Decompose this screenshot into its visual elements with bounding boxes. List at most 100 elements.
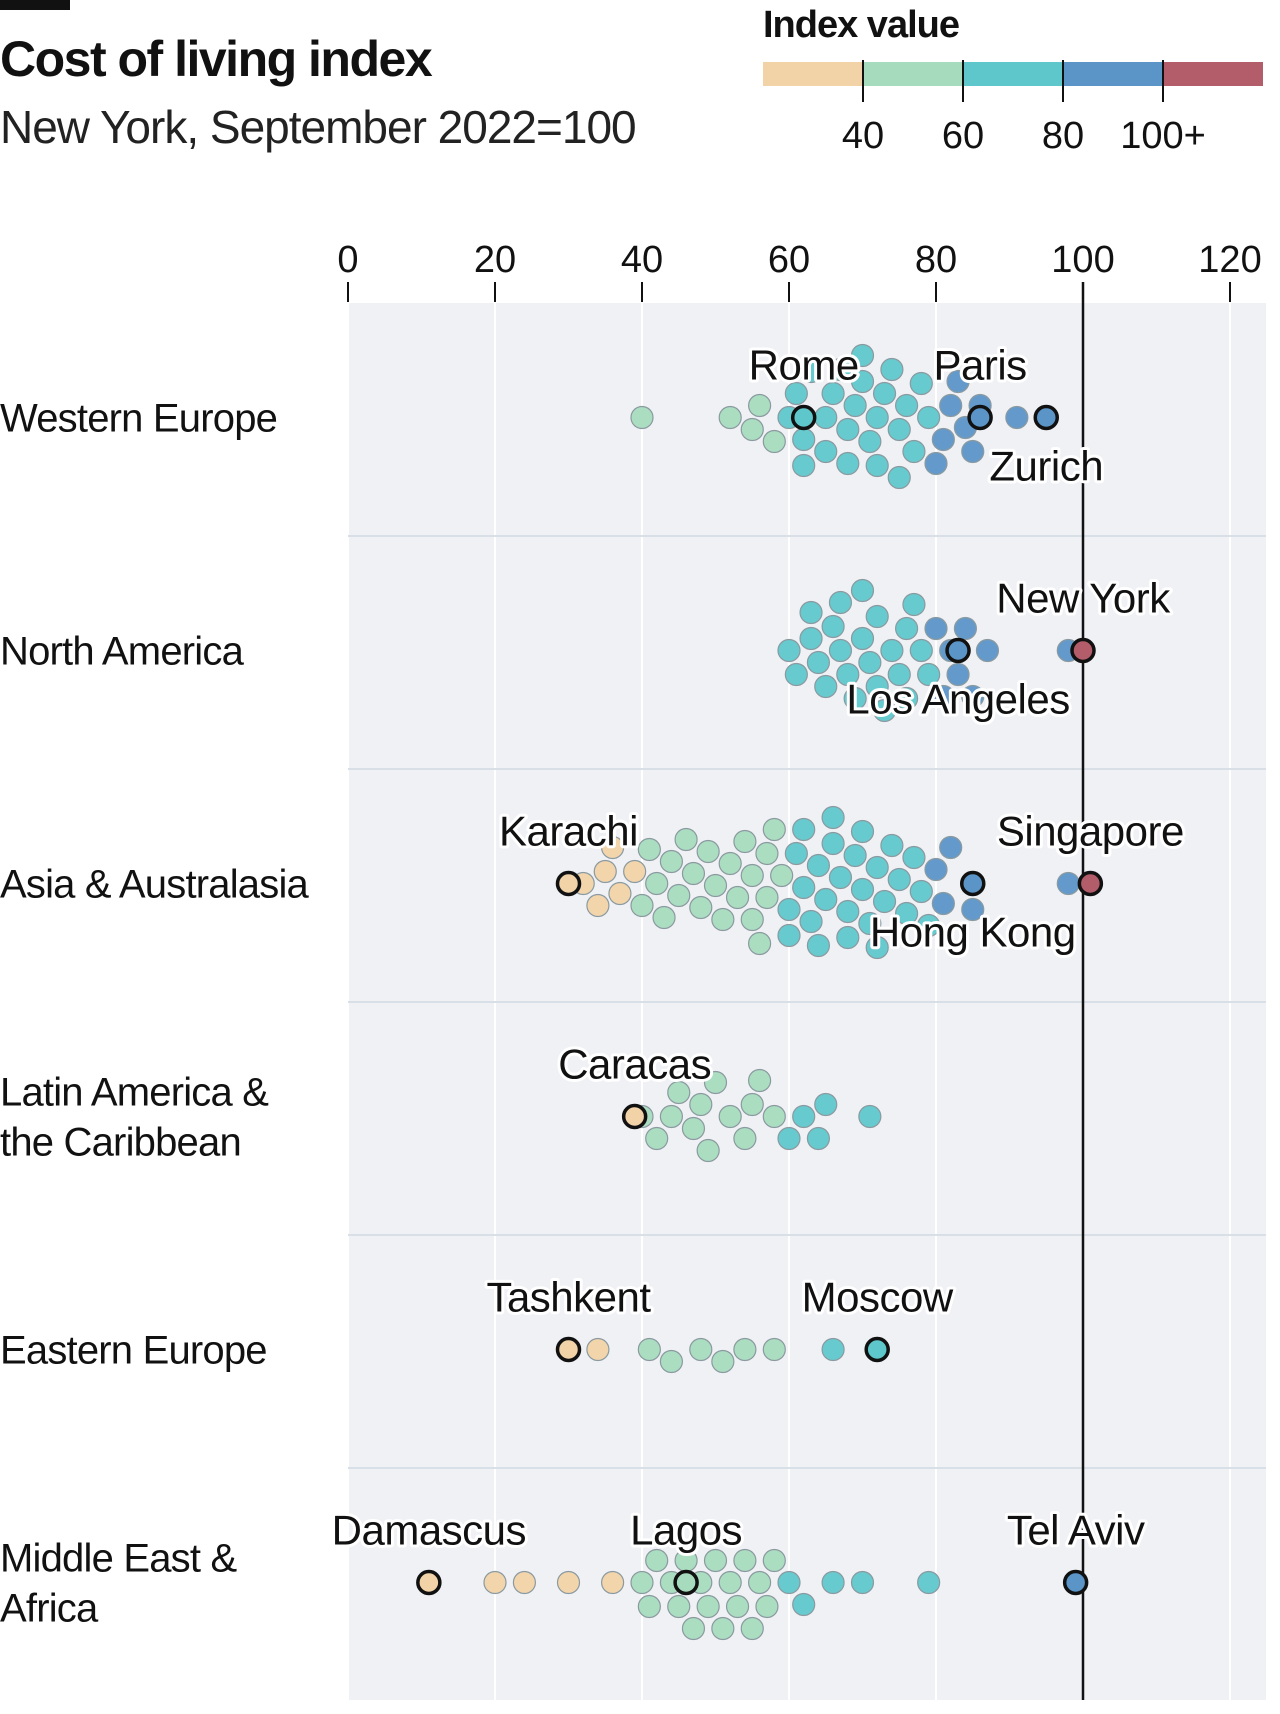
- city-label: Tashkent: [486, 1274, 651, 1321]
- region-row: Middle East & Africa Damascus Lagos Tel Aviv: [0, 1504, 1148, 1641]
- city-label: Caracas: [558, 1041, 711, 1088]
- region-label: Western Europe: [0, 397, 277, 441]
- city-dot: [762, 429, 786, 454]
- city-dot: [821, 1570, 845, 1595]
- highlighted-city-dot: [555, 870, 582, 897]
- highlighted-city-dot: [416, 1569, 442, 1596]
- city-dot: [703, 1548, 728, 1573]
- city-dot: [792, 817, 816, 842]
- city-dot: [799, 359, 823, 384]
- axis-tick-label: 0: [337, 239, 358, 281]
- city-dot: [850, 369, 875, 394]
- city-dot: [645, 871, 669, 896]
- city-dot: [939, 393, 963, 418]
- city-dot: [865, 604, 889, 629]
- city-dot: [645, 1548, 669, 1573]
- city-label: Damascus: [332, 1507, 526, 1554]
- city-dot: [924, 616, 948, 641]
- city-dot: [931, 684, 955, 709]
- city-dot: [865, 405, 889, 430]
- city-dot: [821, 614, 845, 639]
- city-dot: [792, 1592, 816, 1617]
- region-label: North America: [0, 630, 245, 674]
- city-dot: [865, 674, 889, 699]
- city-dot: [836, 899, 860, 924]
- city-dot: [917, 913, 941, 938]
- city-dot: [946, 369, 970, 394]
- legend-tick-label: 100+: [1120, 115, 1206, 157]
- city-dot: [917, 1570, 941, 1595]
- legend-tick-label: 80: [1042, 115, 1084, 157]
- city-dot: [850, 819, 875, 844]
- city-dot: [586, 893, 610, 918]
- axis-tick-label: 40: [621, 239, 663, 281]
- city-dot: [953, 616, 978, 641]
- city-dot: [740, 1092, 764, 1117]
- city-dot: [909, 638, 933, 663]
- city-dot: [667, 1594, 691, 1619]
- city-dot: [887, 417, 911, 442]
- city-dot: [865, 935, 889, 960]
- city-dot: [777, 923, 801, 948]
- city-dot: [858, 650, 882, 675]
- city-dot: [762, 1337, 786, 1362]
- city-dot: [799, 600, 823, 625]
- city-dot: [917, 662, 941, 687]
- city-dot: [924, 857, 948, 882]
- legend-swatch: [763, 62, 863, 86]
- city-dot: [696, 1138, 720, 1163]
- city-dot: [659, 849, 684, 874]
- city-dot: [872, 381, 897, 406]
- city-dot: [843, 393, 867, 418]
- city-dot: [961, 684, 985, 709]
- city-dot: [1005, 405, 1029, 430]
- city-dot: [858, 1104, 882, 1129]
- city-dot: [637, 1594, 661, 1619]
- city-dot: [630, 405, 654, 430]
- city-dot: [667, 1080, 691, 1105]
- city-dot: [821, 381, 845, 406]
- city-dot: [762, 1548, 786, 1573]
- city-dot: [865, 453, 889, 478]
- legend-tick-label: 40: [842, 115, 884, 157]
- city-dot: [894, 616, 919, 641]
- city-dot: [770, 863, 794, 888]
- city-dot: [777, 897, 801, 922]
- city-dot: [836, 662, 860, 687]
- city-dot: [630, 1570, 654, 1595]
- city-dot: [887, 465, 911, 490]
- axis-tick-label: 60: [768, 239, 810, 281]
- city-dot: [725, 885, 750, 910]
- city-dot: [747, 393, 772, 418]
- city-dot: [762, 817, 786, 842]
- city-dot: [718, 851, 742, 876]
- city-dot: [777, 638, 801, 663]
- city-dot: [784, 662, 808, 687]
- city-label: Hong Kong: [870, 909, 1076, 956]
- color-legend: 40 60 80 100+: [763, 60, 1263, 157]
- city-dot: [880, 833, 904, 858]
- city-dot: [689, 1337, 713, 1362]
- city-dot: [777, 1126, 801, 1151]
- highlighted-city-dot: [1070, 637, 1096, 664]
- city-label: Los Angeles: [846, 676, 1069, 723]
- city-dot: [586, 1337, 610, 1362]
- city-dot: [608, 881, 632, 906]
- city-dot: [902, 845, 926, 870]
- city-dot: [865, 855, 889, 880]
- city-dot: [600, 1570, 625, 1595]
- city-dot: [755, 1594, 779, 1619]
- city-dot: [755, 885, 779, 910]
- city-dot: [909, 879, 933, 904]
- city-dot: [872, 889, 897, 914]
- city-dot: [747, 1570, 772, 1595]
- city-dot: [799, 626, 823, 651]
- city-dot: [711, 1349, 735, 1374]
- city-dot: [725, 1594, 750, 1619]
- city-dot: [740, 417, 764, 442]
- city-dot: [689, 895, 713, 920]
- city-dot: [747, 931, 772, 956]
- city-dot: [740, 907, 764, 932]
- city-dot: [872, 698, 897, 723]
